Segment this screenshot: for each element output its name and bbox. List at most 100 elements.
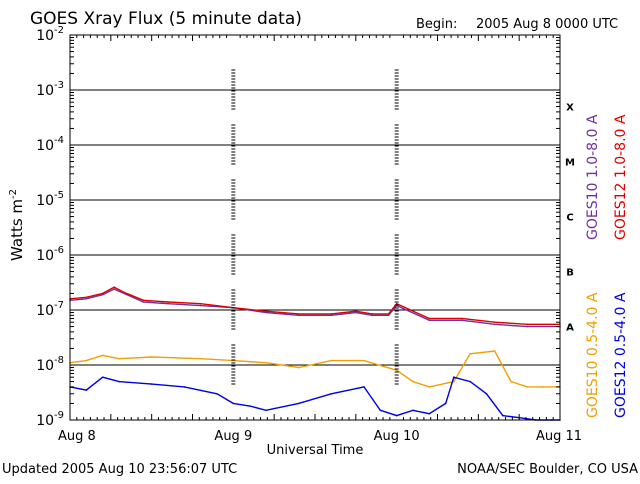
series-point xyxy=(330,393,333,395)
series-point xyxy=(355,311,357,314)
y-tick-exponent: -9 xyxy=(54,410,64,421)
flare-class-label: C xyxy=(566,213,573,224)
series-point xyxy=(412,409,414,412)
y-tick-exponent: -5 xyxy=(54,190,64,201)
series-point xyxy=(363,359,365,362)
series-point xyxy=(216,393,218,395)
begin-label: Begin: xyxy=(416,17,457,32)
series-point xyxy=(232,402,235,405)
series-line xyxy=(69,350,560,388)
footer-updated: Updated 2005 Aug 10 23:56:07 UTC xyxy=(2,462,237,477)
series-point xyxy=(469,353,472,355)
flare-class-label: X xyxy=(566,103,574,114)
series-point xyxy=(101,292,104,295)
legend-right: GOES10 1.0-8.0 A GOES12 1.0-8.0 A xyxy=(585,114,629,240)
series-point xyxy=(113,288,115,290)
y-tick-base: 10 xyxy=(36,248,54,264)
series-point xyxy=(167,301,169,303)
series-point xyxy=(123,291,125,294)
series-point xyxy=(199,302,202,305)
series-point xyxy=(150,356,153,358)
plot-frame xyxy=(69,34,561,421)
y-tick-label: 10-4 xyxy=(36,135,64,154)
y-tick-base: 10 xyxy=(36,28,54,44)
series-point xyxy=(395,369,398,372)
y-tick-base: 10 xyxy=(36,138,54,154)
x-tick-label: Aug 11 xyxy=(536,429,582,444)
series-point xyxy=(502,414,504,417)
y-tick-base: 10 xyxy=(36,83,54,99)
y-axis-label-text: Watts m xyxy=(8,199,26,261)
series-point xyxy=(330,314,333,317)
grid-layer xyxy=(70,89,560,366)
series-point xyxy=(379,409,382,412)
series-point xyxy=(493,321,496,324)
y-axis-ticks: 10-910-810-710-610-510-410-310-2 xyxy=(36,25,560,429)
y-axis-label-sup: -2 xyxy=(8,189,19,199)
series-point xyxy=(101,354,104,357)
footer-credit: NOAA/SEC Boulder, CO USA xyxy=(457,462,638,477)
series-point xyxy=(113,286,115,289)
x-tick-label: Aug 10 xyxy=(374,429,420,444)
series-point xyxy=(371,314,374,317)
y-tick-exponent: -6 xyxy=(54,245,64,256)
series-point xyxy=(453,380,455,383)
series-point xyxy=(363,386,365,388)
legend-entry-right: GOES12 1.0-8.0 A xyxy=(613,114,629,240)
series-point xyxy=(85,296,88,299)
series-point xyxy=(330,313,333,315)
series-point xyxy=(371,313,374,315)
series-point xyxy=(265,311,267,314)
legend-bottom: GOES10 0.5-4.0 A GOES12 0.5-4.0 A xyxy=(585,292,629,418)
series-point xyxy=(526,323,529,326)
x-axis-label: Universal Time xyxy=(267,443,364,458)
begin-value: 2005 Aug 8 0000 UTC xyxy=(476,17,618,32)
flare-class-label: B xyxy=(566,268,574,279)
y-tick-label: 10-7 xyxy=(36,300,64,319)
series-point xyxy=(485,393,488,395)
series-point xyxy=(469,380,472,383)
series-line xyxy=(69,376,560,421)
y-tick-exponent: -7 xyxy=(54,300,64,311)
y-tick-exponent: -2 xyxy=(54,25,64,36)
series-point xyxy=(493,350,496,352)
series-point xyxy=(395,414,398,417)
y-tick-base: 10 xyxy=(36,303,54,319)
series-point xyxy=(183,386,186,388)
y-tick-label: 10-6 xyxy=(36,245,64,264)
series-point xyxy=(142,299,145,302)
series-line xyxy=(69,286,560,325)
legend-entry-right: GOES10 1.0-8.0 A xyxy=(585,114,601,240)
y-tick-label: 10-8 xyxy=(36,355,64,374)
series-point xyxy=(150,383,153,385)
y-tick-exponent: -8 xyxy=(54,355,64,366)
series-point xyxy=(167,302,169,305)
series-point xyxy=(142,301,145,303)
flare-class-labels: A B C M X xyxy=(565,103,575,334)
y-tick-base: 10 xyxy=(36,193,54,209)
y-tick-exponent: -4 xyxy=(54,135,64,146)
series-point xyxy=(85,359,88,362)
y-tick-base: 10 xyxy=(36,358,54,374)
series-point xyxy=(101,376,104,379)
y-tick-label: 10-9 xyxy=(36,410,64,429)
series-point xyxy=(265,409,267,412)
series-point xyxy=(428,386,431,388)
flare-class-label: M xyxy=(565,158,575,169)
series-point xyxy=(101,293,104,296)
series-point xyxy=(461,317,463,320)
series-point xyxy=(265,361,267,364)
flare-class-label: A xyxy=(566,323,574,334)
series-point xyxy=(85,298,88,300)
y-tick-label: 10-2 xyxy=(36,25,64,44)
series-point xyxy=(265,310,267,313)
series-point xyxy=(526,386,529,388)
series-point xyxy=(526,325,529,328)
series-point xyxy=(387,314,390,317)
series-point xyxy=(444,402,447,405)
series-point xyxy=(118,380,120,383)
series-point xyxy=(248,405,251,407)
series-point xyxy=(199,357,202,360)
